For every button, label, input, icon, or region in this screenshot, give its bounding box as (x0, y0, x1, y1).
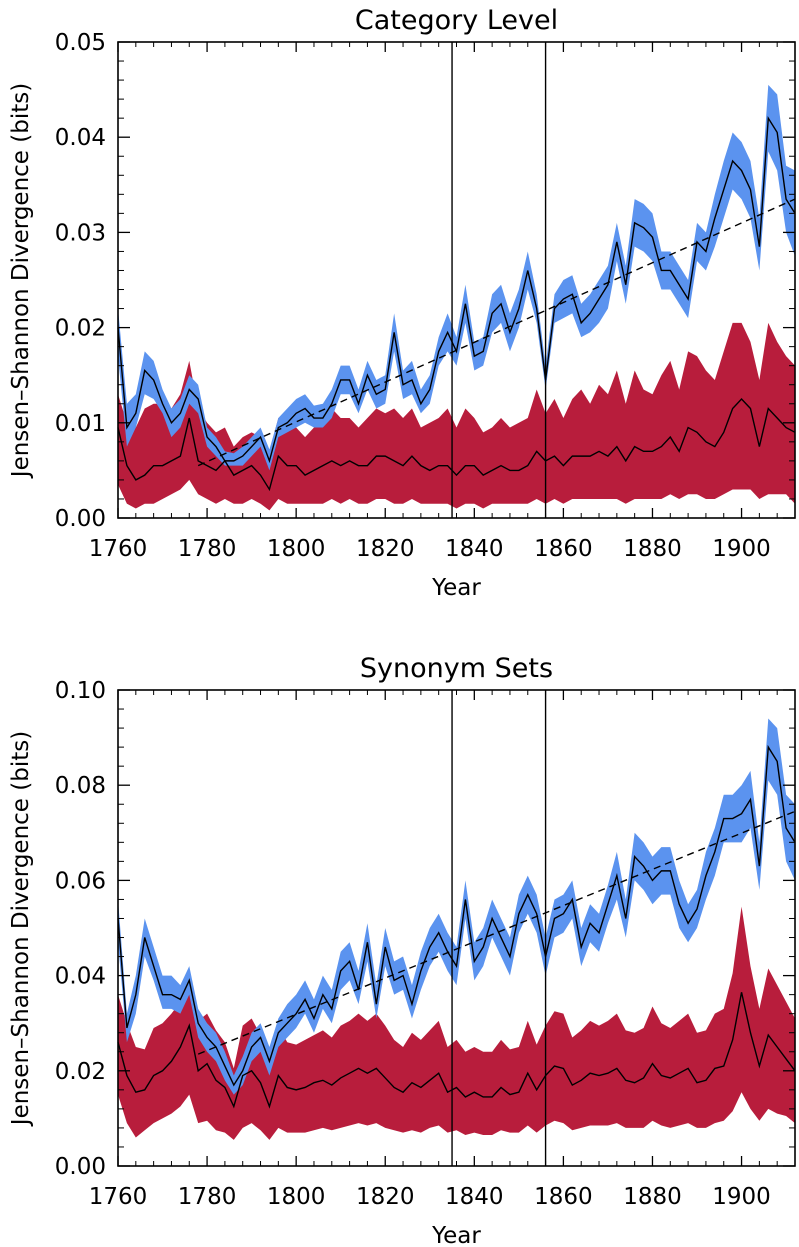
x-axis-label: Year (431, 575, 481, 601)
observed-band (118, 84, 795, 471)
x-tick-label: 1820 (356, 536, 415, 562)
null-model-line (117, 992, 796, 1109)
observed-line (117, 744, 796, 1087)
chart-title: Synonym Sets (360, 653, 553, 684)
x-tick-label: 1840 (445, 536, 504, 562)
x-tick-label: 1880 (623, 536, 682, 562)
x-tick-label: 1780 (178, 536, 237, 562)
null-model-band (118, 906, 795, 1140)
x-tick-label: 1820 (356, 1184, 415, 1210)
observed-line (117, 115, 796, 464)
x-tick-label: 1900 (712, 1184, 771, 1210)
y-axis-label: Jensen–Shannon Divergence (bits) (8, 83, 34, 479)
y-tick-label: 0.04 (55, 964, 106, 990)
null-model-line (117, 397, 796, 492)
y-tick-label: 0.05 (55, 30, 106, 56)
y-tick-label: 0.00 (55, 1154, 106, 1180)
y-tick-label: 0.00 (55, 506, 106, 532)
null-model-band (118, 322, 795, 511)
chart-2: 1760 1780 1800 1820 1840 1860 1880 1900 0.00 0.02… (8, 653, 796, 1247)
x-tick-label: 1880 (623, 1184, 682, 1210)
x-tick-label: 1800 (267, 1184, 326, 1210)
chart-title: Category Level (355, 5, 558, 36)
x-tick-label: 1760 (89, 536, 148, 562)
y-tick-label: 0.02 (55, 316, 106, 342)
y-tick-label: 0.04 (55, 125, 106, 151)
x-tick-label: 1860 (534, 536, 593, 562)
trend-line (197, 198, 796, 467)
y-tick-label: 0.01 (55, 411, 106, 437)
y-tick-label: 0.02 (55, 1059, 106, 1085)
y-tick-label: 0.06 (55, 868, 106, 894)
chart-1: 1760 1780 1800 1820 1840 1860 1880 1900 0.00 0.01… (8, 5, 796, 601)
x-tick-label: 1840 (445, 1184, 504, 1210)
x-axis-label: Year (431, 1223, 481, 1247)
x-tick-label: 1760 (89, 1184, 148, 1210)
x-tick-label: 1800 (267, 536, 326, 562)
x-tick-label: 1900 (712, 536, 771, 562)
y-tick-label: 0.10 (55, 678, 106, 704)
y-axis-label: Jensen–Shannon Divergence (bits) (8, 731, 34, 1127)
y-tick-label: 0.03 (55, 220, 106, 246)
x-tick-label: 1860 (534, 1184, 593, 1210)
x-tick-label: 1780 (178, 1184, 237, 1210)
y-tick-label: 0.08 (55, 773, 106, 799)
